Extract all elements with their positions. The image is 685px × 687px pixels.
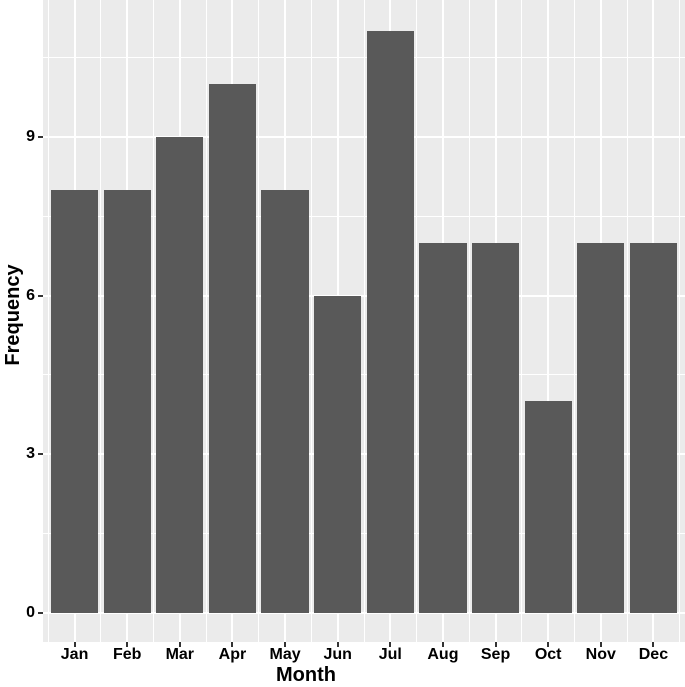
y-major-gridline (43, 135, 685, 138)
bar-aug (419, 242, 467, 613)
x-tick-mark (178, 642, 181, 647)
bar-oct (524, 401, 572, 613)
x-tick-mark (389, 642, 392, 647)
y-axis-title: Frequency (2, 264, 24, 366)
x-minor-gridline (626, 0, 628, 642)
x-minor-gridline (573, 0, 575, 642)
y-major-gridline (43, 453, 685, 456)
x-tick-label: Nov (585, 646, 616, 663)
x-minor-gridline (679, 0, 681, 642)
x-minor-gridline (468, 0, 470, 642)
x-tick-mark (652, 642, 655, 647)
x-major-gridline (547, 0, 550, 642)
x-minor-gridline (363, 0, 365, 642)
x-tick-mark (599, 642, 602, 647)
y-tick-mark (38, 294, 43, 297)
y-major-gridline (43, 294, 685, 297)
bar-feb (103, 189, 151, 613)
y-tick-label: 6 (26, 286, 35, 304)
x-tick-label: Mar (165, 646, 195, 663)
x-tick-mark (441, 642, 444, 647)
x-tick-label: Dec (638, 646, 669, 663)
x-minor-gridline (205, 0, 207, 642)
x-tick-label: Apr (218, 646, 247, 663)
bar-nov (577, 242, 625, 613)
bar-may (261, 189, 309, 613)
x-tick-label: Aug (427, 646, 459, 663)
y-tick-label: 3 (26, 445, 35, 463)
x-tick-mark (231, 642, 234, 647)
x-minor-gridline (258, 0, 260, 642)
x-tick-mark (547, 642, 550, 647)
x-minor-gridline (153, 0, 154, 642)
x-tick-label: Feb (112, 646, 142, 663)
x-tick-label: Jul (378, 646, 402, 663)
plot-panel (43, 0, 685, 642)
y-tick-mark (38, 135, 43, 138)
x-tick-mark (336, 642, 339, 647)
x-tick-mark (494, 642, 497, 647)
x-axis-title: Month (276, 664, 336, 686)
y-tick-label: 9 (26, 127, 35, 145)
bar-dec (629, 242, 678, 613)
y-tick-label: 0 (26, 603, 35, 621)
x-minor-gridline (47, 0, 49, 642)
bar-jul (366, 31, 414, 613)
bar-jun (314, 295, 362, 613)
x-minor-gridline (310, 0, 312, 642)
x-tick-label: May (269, 646, 301, 663)
y-tick-mark (38, 611, 43, 614)
x-minor-gridline (521, 0, 523, 642)
bar-jan (50, 189, 99, 613)
x-tick-mark (126, 642, 129, 647)
x-minor-gridline (100, 0, 102, 642)
y-tick-mark (38, 453, 43, 456)
x-tick-label: Jan (60, 646, 89, 663)
bar-sep (471, 242, 520, 613)
x-tick-mark (73, 642, 76, 647)
bar-apr (208, 84, 257, 613)
x-tick-mark (284, 642, 287, 647)
x-minor-gridline (416, 0, 418, 642)
x-tick-label: Oct (534, 646, 562, 663)
x-tick-label: Sep (480, 646, 511, 663)
bar-mar (156, 136, 204, 613)
y-major-gridline (43, 611, 685, 614)
x-tick-label: Jun (323, 646, 352, 663)
